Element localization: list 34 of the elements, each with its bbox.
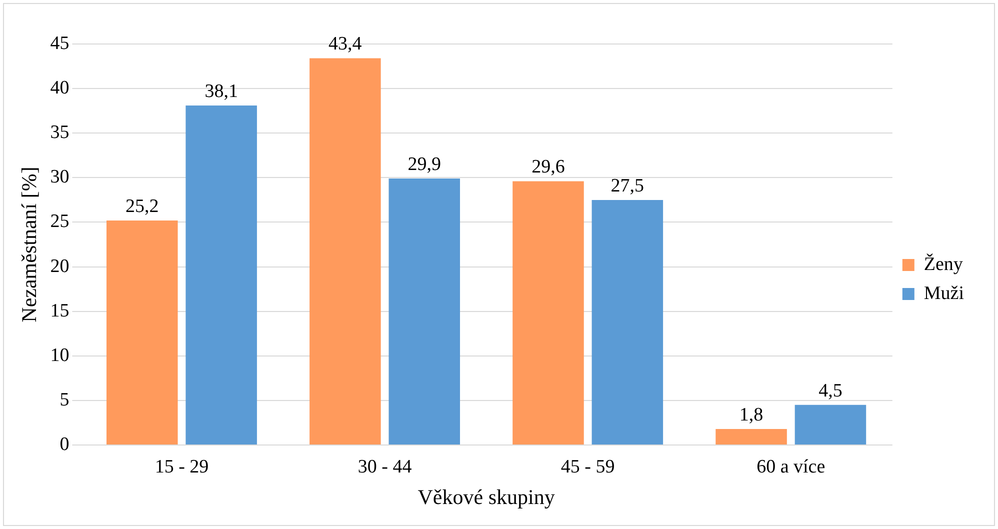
y-tick-label: 10: [50, 344, 70, 366]
data-label: 27,5: [610, 175, 644, 196]
bar: [716, 428, 787, 444]
y-axis-title: Nezaměstnaní [%]: [17, 166, 42, 322]
data-label: 29,9: [408, 154, 441, 176]
x-tick-label: 15 - 29: [154, 456, 209, 478]
y-tick-label: 45: [50, 32, 70, 54]
x-axis-title: Věkové skupiny: [418, 484, 556, 509]
y-tick-label: 5: [60, 389, 70, 410]
data-label: 29,6: [532, 156, 565, 178]
x-tick-label: 60 a více: [756, 456, 826, 478]
y-tick-label: 25: [50, 211, 70, 232]
bar: [388, 178, 460, 444]
bar: [592, 200, 664, 444]
data-label: 4,5: [818, 380, 842, 402]
y-tick-label: 0: [60, 434, 70, 455]
bar: [310, 58, 381, 444]
y-tick-label: 20: [50, 256, 70, 277]
data-label: 43,4: [328, 34, 362, 55]
x-tick-label: 30 - 44: [358, 456, 412, 478]
y-tick-label: 15: [50, 300, 70, 322]
bar: [794, 404, 866, 444]
legend-label: Muži: [924, 282, 964, 304]
bar: [106, 220, 178, 444]
data-label: 38,1: [204, 80, 238, 102]
data-label: 25,2: [126, 196, 159, 217]
bar: [512, 181, 584, 444]
bar: [186, 105, 257, 444]
y-tick-label: 40: [50, 78, 70, 99]
data-label: 1,8: [739, 404, 764, 426]
y-tick-label: 35: [50, 122, 70, 144]
legend-label: Ženy: [924, 252, 964, 275]
x-tick-label: 45 - 59: [560, 456, 615, 478]
y-tick-label: 30: [50, 166, 70, 188]
